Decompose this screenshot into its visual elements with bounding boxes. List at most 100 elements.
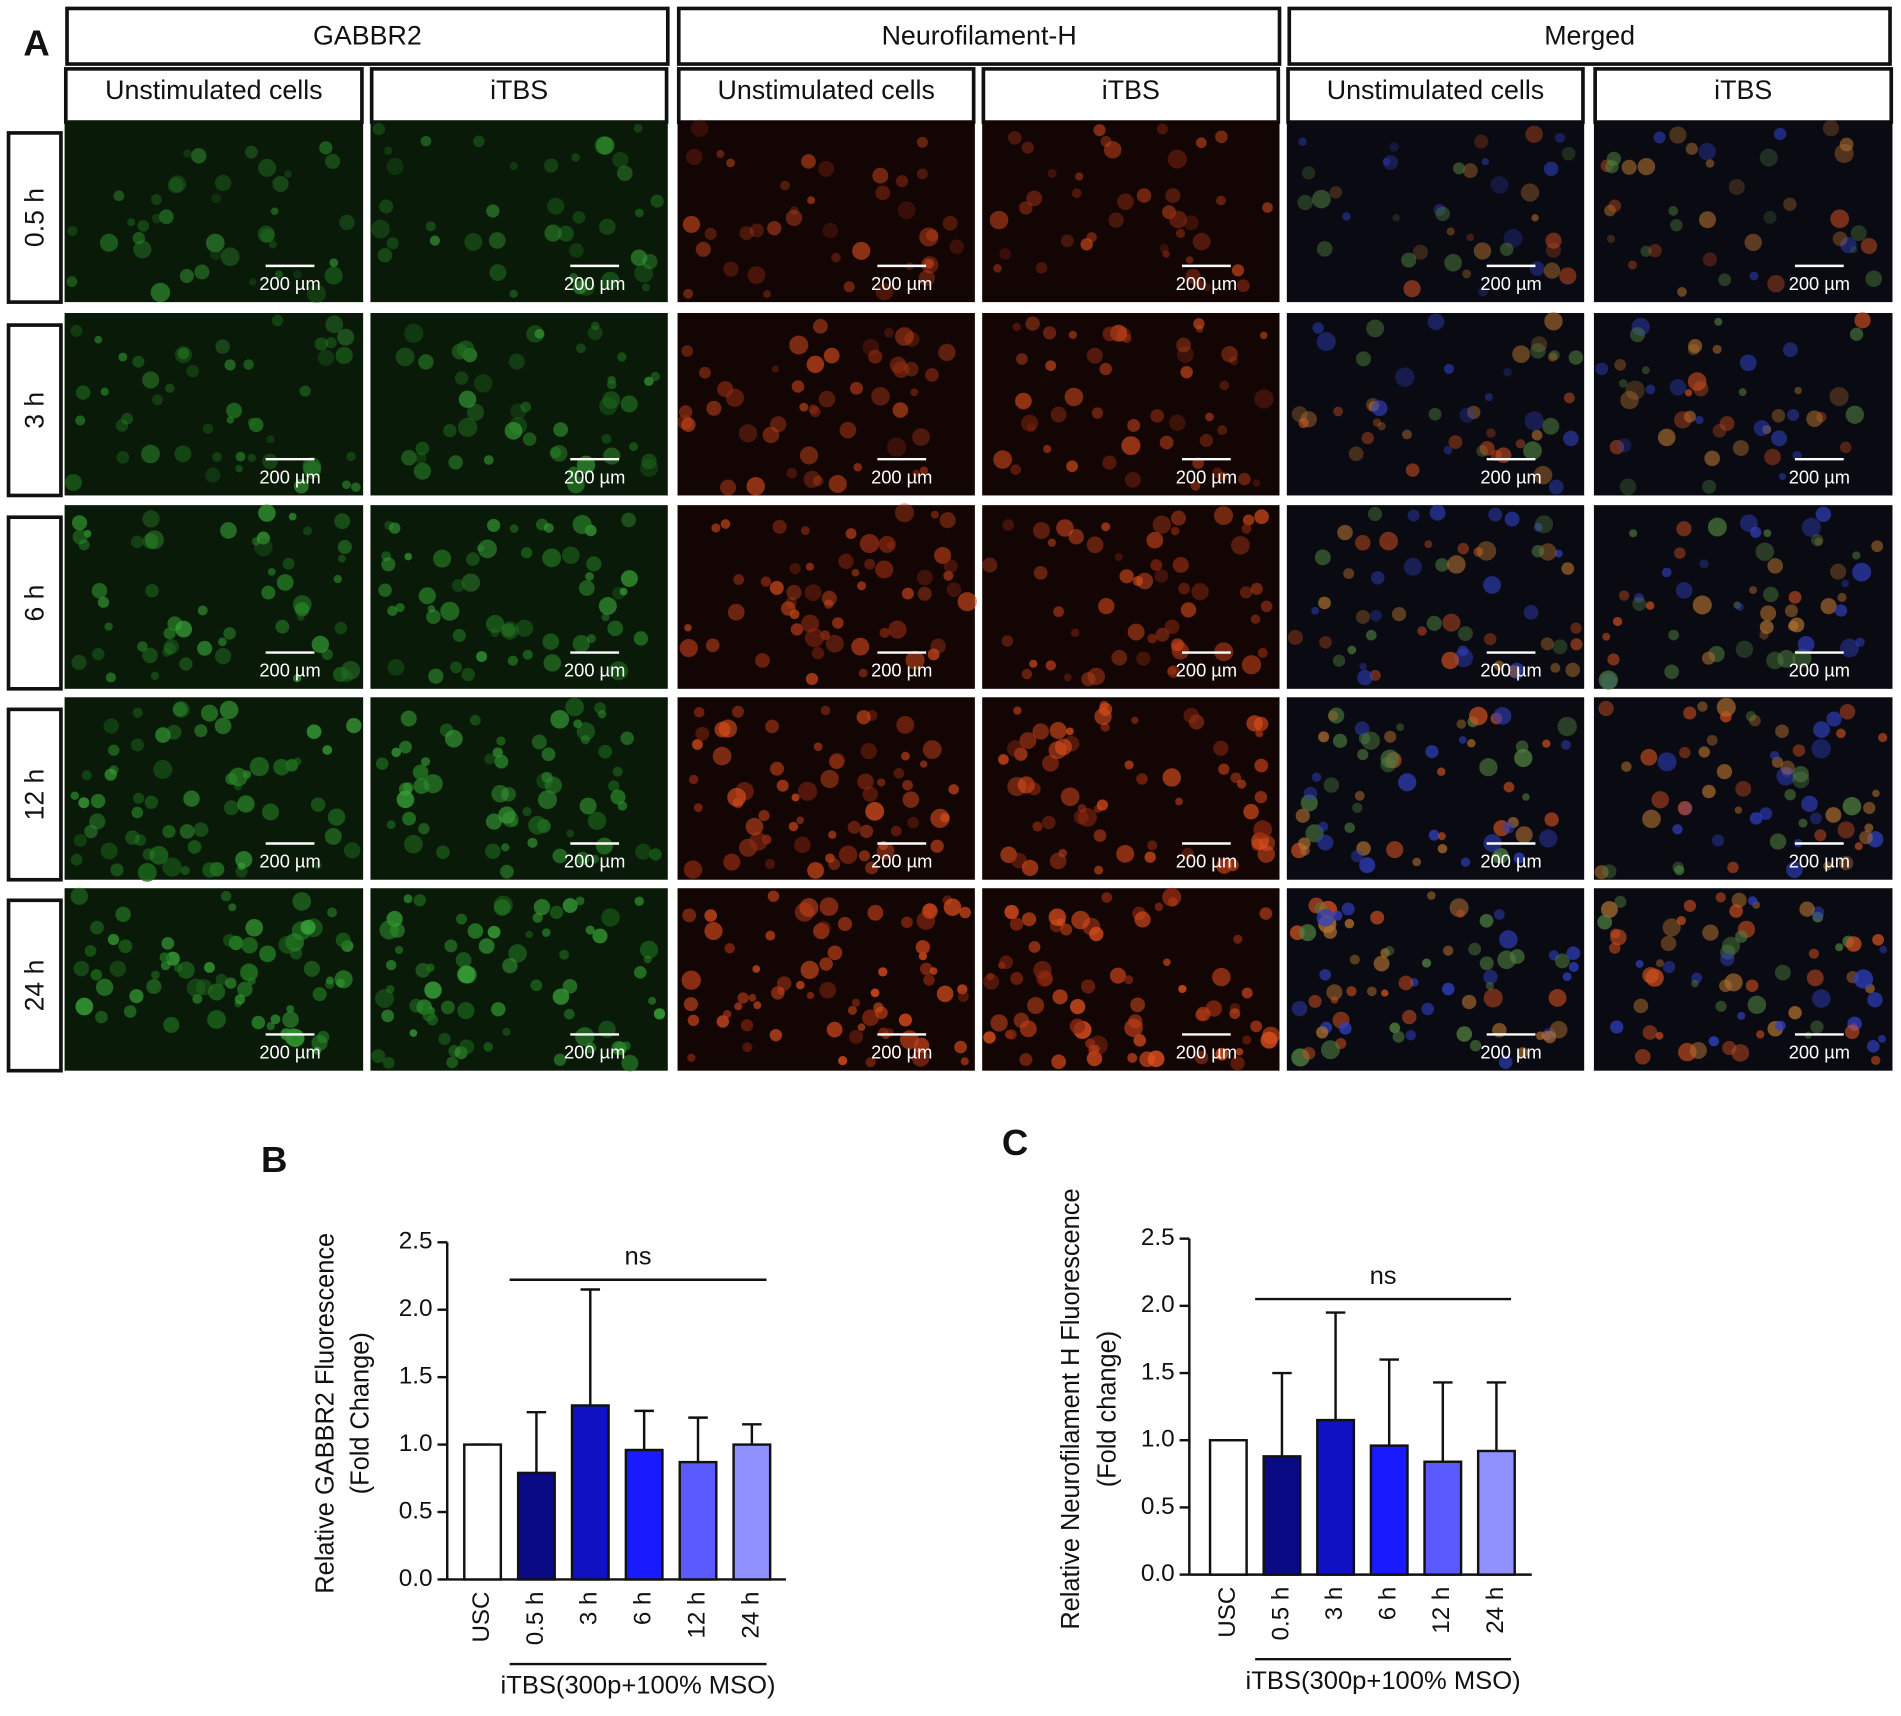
cell	[790, 623, 804, 636]
cell	[237, 862, 246, 870]
cell	[325, 976, 334, 985]
cell	[179, 269, 194, 284]
cell	[875, 560, 894, 579]
cell	[351, 482, 361, 492]
cell	[1216, 858, 1233, 874]
cell	[579, 797, 597, 815]
y-tick-label: 1.5	[399, 1363, 433, 1390]
cell	[192, 993, 203, 1004]
y-tick-label: 0.5	[1141, 1493, 1175, 1520]
cell	[276, 574, 294, 591]
cell	[1485, 981, 1494, 990]
cell	[742, 1042, 753, 1053]
cell	[1481, 157, 1490, 166]
cell	[788, 821, 799, 832]
cell	[1403, 557, 1423, 576]
cell	[839, 421, 857, 439]
cell	[1766, 651, 1784, 670]
cell	[542, 633, 560, 650]
cell	[288, 512, 297, 521]
cell	[1025, 316, 1040, 331]
scale-bar-label: 200 µm	[1789, 274, 1850, 294]
cell	[723, 853, 741, 871]
cell	[993, 263, 1002, 273]
cell	[372, 122, 386, 136]
cell	[303, 526, 313, 536]
cell	[1442, 613, 1461, 632]
micrograph	[1593, 312, 1893, 496]
x-tick-label: 0.5 h	[522, 1592, 549, 1646]
cell	[569, 243, 584, 258]
cell	[1094, 865, 1104, 875]
cell	[174, 346, 193, 364]
cell	[456, 913, 468, 925]
cell	[1705, 159, 1715, 168]
cell	[1837, 592, 1847, 603]
cell	[1359, 662, 1367, 671]
cell	[1545, 242, 1562, 258]
cell	[999, 248, 1012, 260]
cell	[1242, 1035, 1252, 1045]
cell	[1850, 225, 1867, 242]
cell	[1298, 137, 1307, 146]
cell	[849, 381, 863, 395]
cell	[727, 787, 747, 807]
cell	[1308, 897, 1325, 914]
cell	[1634, 1048, 1651, 1065]
cell	[1697, 701, 1708, 712]
cell	[1814, 829, 1827, 842]
cell	[630, 249, 648, 266]
cell	[1403, 280, 1421, 298]
cell	[1319, 636, 1332, 649]
cell	[1879, 945, 1888, 954]
cell	[155, 727, 171, 743]
cell	[1735, 780, 1752, 797]
cell	[412, 764, 429, 780]
cell	[1661, 567, 1672, 578]
cell	[562, 546, 580, 565]
cell	[387, 659, 405, 676]
cell	[421, 757, 431, 767]
cell	[325, 315, 344, 334]
cell	[496, 736, 506, 746]
cell	[1595, 362, 1609, 376]
cell	[429, 235, 441, 246]
cell	[1396, 723, 1405, 732]
cell	[1834, 604, 1848, 617]
cell	[896, 716, 915, 734]
cell	[789, 335, 809, 355]
cell	[384, 146, 393, 155]
cell	[695, 726, 710, 741]
micrograph	[982, 120, 1280, 303]
cell	[1737, 1011, 1746, 1020]
cell	[892, 361, 910, 378]
cell	[193, 822, 209, 838]
cell	[438, 1032, 451, 1045]
cell	[1175, 228, 1186, 238]
cell	[1236, 279, 1250, 293]
cell	[1788, 1006, 1802, 1020]
cell	[1745, 979, 1759, 992]
cell	[919, 760, 928, 768]
cell	[1773, 127, 1787, 141]
cell	[1347, 645, 1357, 655]
cell	[1721, 936, 1741, 955]
cell	[1468, 942, 1482, 956]
cell	[443, 424, 457, 438]
cell	[1230, 772, 1242, 784]
cell	[271, 314, 284, 327]
cell	[740, 1019, 754, 1032]
cell	[895, 327, 914, 346]
cell	[726, 158, 735, 168]
cell	[1866, 1040, 1880, 1053]
cell	[648, 996, 657, 1005]
cell	[791, 793, 800, 802]
scale-bar-label: 200 µm	[564, 661, 625, 681]
cell	[215, 339, 230, 354]
cell	[749, 223, 764, 238]
cell	[890, 825, 902, 837]
cell	[490, 628, 500, 638]
scale-bar-label: 200 µm	[259, 274, 320, 294]
cell	[1835, 943, 1844, 952]
